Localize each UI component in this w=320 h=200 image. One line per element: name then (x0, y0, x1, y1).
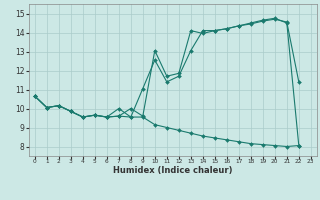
X-axis label: Humidex (Indice chaleur): Humidex (Indice chaleur) (113, 166, 233, 175)
